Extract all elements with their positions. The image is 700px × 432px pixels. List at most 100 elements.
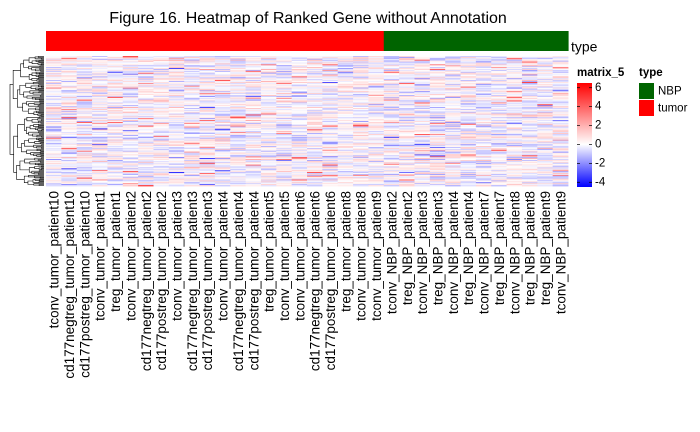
heatmap-cell [445,103,461,105]
heatmap-cell [383,117,400,119]
heatmap-cell [245,62,262,64]
heatmap-cell [537,98,554,101]
heatmap-cell [76,101,93,103]
heatmap-cell [399,76,415,78]
heatmap-cell [214,106,231,108]
heatmap-cell [92,159,108,161]
heatmap-cell [552,128,569,130]
heatmap-cell [214,145,231,147]
annotation-cell-tumor [92,31,109,51]
heatmap-cell [445,136,461,139]
heatmap-cell [307,146,323,148]
heatmap-cell [260,71,277,74]
heatmap-cell [199,85,216,88]
heatmap-cell [460,108,477,111]
heatmap-cell [214,96,231,99]
heatmap-cell [414,149,431,152]
heatmap-cell [537,110,554,113]
heatmap-cell [92,145,108,147]
heatmap-cell [245,80,262,82]
heatmap-cell [521,133,538,135]
heatmap-cell [46,151,62,153]
heatmap-cell [399,184,415,186]
heatmap-cell [230,153,246,155]
heatmap-cell [399,111,415,114]
heatmap-cell [353,87,369,89]
heatmap-cell [383,177,400,179]
heatmap-cell [276,69,293,72]
heatmap-cell [214,170,231,172]
heatmap-cell [61,173,78,176]
heatmap-cell [337,170,354,172]
heatmap-cell [122,108,139,110]
heatmap-cell [46,154,62,156]
heatmap-cell [199,182,216,184]
heatmap-cell [138,138,154,140]
heatmap-cell [383,143,400,145]
heatmap-cell [414,95,431,97]
heatmap-cell [491,180,507,182]
heatmap-cell [491,60,507,62]
heatmap-cell [138,86,154,88]
heatmap-cell [276,109,293,112]
heatmap-cell [46,166,62,168]
heatmap-cell [429,59,446,62]
heatmap-cell [92,75,108,77]
heatmap-cell [199,160,216,163]
heatmap-cell [429,85,446,88]
heatmap-cell [291,142,308,144]
heatmap-cell [107,109,124,112]
heatmap-cell [399,56,415,59]
heatmap-cell [322,108,339,111]
heatmap-cell [276,91,293,93]
heatmap-cell [92,181,108,183]
heatmap-cell [521,127,538,129]
heatmap-cell [199,95,216,97]
heatmap-cell [46,185,62,187]
heatmap-cell [521,93,538,95]
heatmap-cell [383,75,400,77]
heatmap-cell [107,184,124,186]
heatmap-cell [245,69,262,72]
heatmap-cell [122,91,139,93]
heatmap-cell [414,153,431,155]
heatmap-cell [414,95,431,98]
heatmap-cell [337,147,354,150]
heatmap-cell [260,56,277,59]
heatmap-cell [307,152,323,154]
heatmap-cell [107,173,124,176]
heatmap-cell [429,116,446,118]
heatmap-cell [475,111,492,114]
heatmap-cell [537,161,554,164]
heatmap-cell [122,95,139,98]
heatmap-cell [138,95,154,97]
heatmap-cell [76,147,93,149]
heatmap-cell [92,74,108,76]
heatmap-cell [168,73,185,75]
heatmap-cell [61,145,78,147]
heatmap-cell [521,81,538,83]
heatmap-cell [537,97,554,100]
heatmap-cell [107,98,124,101]
heatmap-cell [260,59,277,62]
heatmap-cell [445,74,461,76]
heatmap-cell [122,82,139,85]
heatmap-cell [230,143,246,145]
heatmap-cell [276,173,293,175]
heatmap-cell [122,164,139,166]
heatmap-cell [383,62,400,64]
heatmap-cell [122,98,139,101]
heatmap-cell [199,130,216,132]
heatmap-cell [383,134,400,137]
heatmap-cell [353,150,369,153]
heatmap-cell [322,158,339,160]
heatmap-cell [61,76,78,78]
heatmap-cell [322,95,339,98]
heatmap-cell [199,92,216,94]
heatmap-cell [399,118,415,120]
column-label: tconv_NBP_patient4 [446,191,461,315]
heatmap-cell [168,59,185,62]
heatmap-cell [521,173,538,176]
heatmap-cell [552,56,569,59]
heatmap-cell [445,148,461,151]
